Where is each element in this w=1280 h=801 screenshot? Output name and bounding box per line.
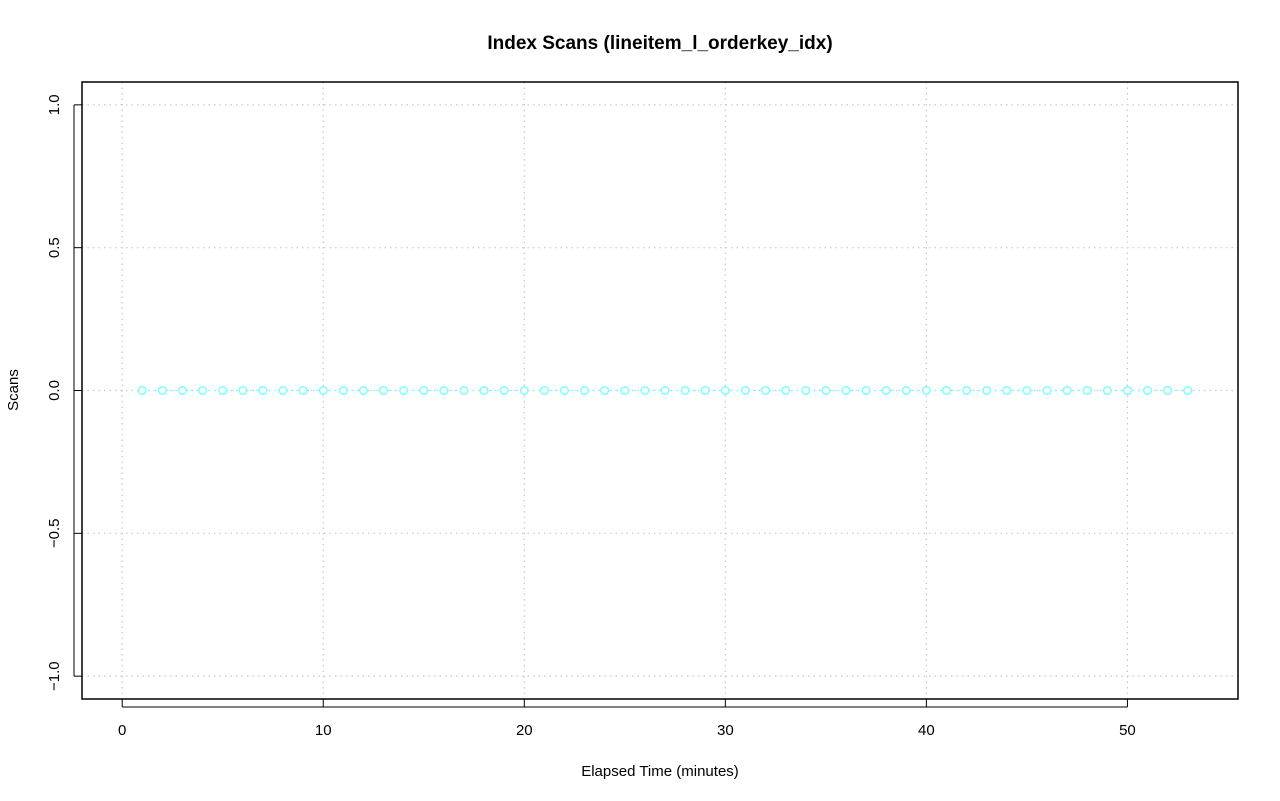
data-point <box>1163 385 1173 396</box>
data-point <box>539 385 549 396</box>
y-tick-label: 0.5 <box>46 237 63 258</box>
data-point <box>680 385 690 396</box>
chart-title: Index Scans (lineitem_l_orderkey_idx) <box>487 33 832 54</box>
data-point <box>218 385 228 396</box>
y-tick-label: 0.0 <box>46 380 63 401</box>
data-point <box>318 385 328 396</box>
data-point <box>861 385 871 396</box>
data-point <box>1002 385 1012 396</box>
data-point <box>1062 385 1072 396</box>
data-point <box>479 385 489 396</box>
data-point <box>1082 385 1092 396</box>
data-point <box>1142 385 1153 396</box>
y-axis-label: Scans <box>5 369 22 411</box>
x-tick-label: 40 <box>918 722 935 739</box>
data-point <box>559 385 570 396</box>
data-point <box>901 385 911 396</box>
data-point <box>399 385 409 396</box>
series-layer <box>137 385 1193 396</box>
x-tick-label: 50 <box>1119 722 1136 739</box>
data-point <box>620 385 630 396</box>
data-point <box>982 385 992 396</box>
data-point <box>137 385 147 396</box>
y-axis: −1.0 −0.5 0.0 0.5 1.0 <box>46 94 82 691</box>
data-point <box>1122 385 1132 396</box>
data-point <box>258 385 268 396</box>
x-axis-label: Elapsed Time (minutes) <box>581 763 739 780</box>
data-point <box>781 385 791 396</box>
data-point <box>338 385 348 396</box>
data-point <box>519 385 529 396</box>
data-point <box>841 385 851 396</box>
data-point <box>198 385 208 396</box>
data-point <box>760 385 771 396</box>
data-point <box>720 385 730 396</box>
data-point <box>238 385 248 396</box>
data-point <box>801 385 811 396</box>
y-tick-label: 1.0 <box>46 94 63 115</box>
data-point <box>700 385 710 396</box>
data-point <box>358 385 369 396</box>
data-point <box>1022 385 1032 396</box>
data-point <box>177 385 188 396</box>
data-point <box>439 385 449 396</box>
data-point <box>740 385 750 396</box>
y-tick-label: −1.0 <box>46 661 63 691</box>
data-point <box>1183 385 1193 396</box>
data-point <box>379 385 389 396</box>
data-point <box>962 385 972 396</box>
data-point <box>1102 385 1112 396</box>
data-point <box>580 385 590 396</box>
data-point <box>459 385 469 396</box>
data-point <box>921 385 931 396</box>
data-point <box>881 385 891 396</box>
data-point <box>419 385 429 396</box>
data-point <box>821 385 831 396</box>
data-point <box>600 385 610 396</box>
data-point <box>941 385 952 396</box>
data-point <box>278 385 288 396</box>
data-point <box>660 385 670 396</box>
data-point <box>298 385 308 396</box>
data-point <box>1042 385 1052 396</box>
x-tick-label: 30 <box>717 722 734 739</box>
x-axis: 0 10 20 30 40 50 <box>118 699 1136 739</box>
x-tick-label: 0 <box>118 722 126 739</box>
data-point <box>157 385 167 396</box>
x-tick-label: 10 <box>315 722 332 739</box>
y-tick-label: −0.5 <box>46 519 63 549</box>
x-tick-label: 20 <box>516 722 533 739</box>
data-point <box>640 385 650 396</box>
data-point <box>499 385 509 396</box>
